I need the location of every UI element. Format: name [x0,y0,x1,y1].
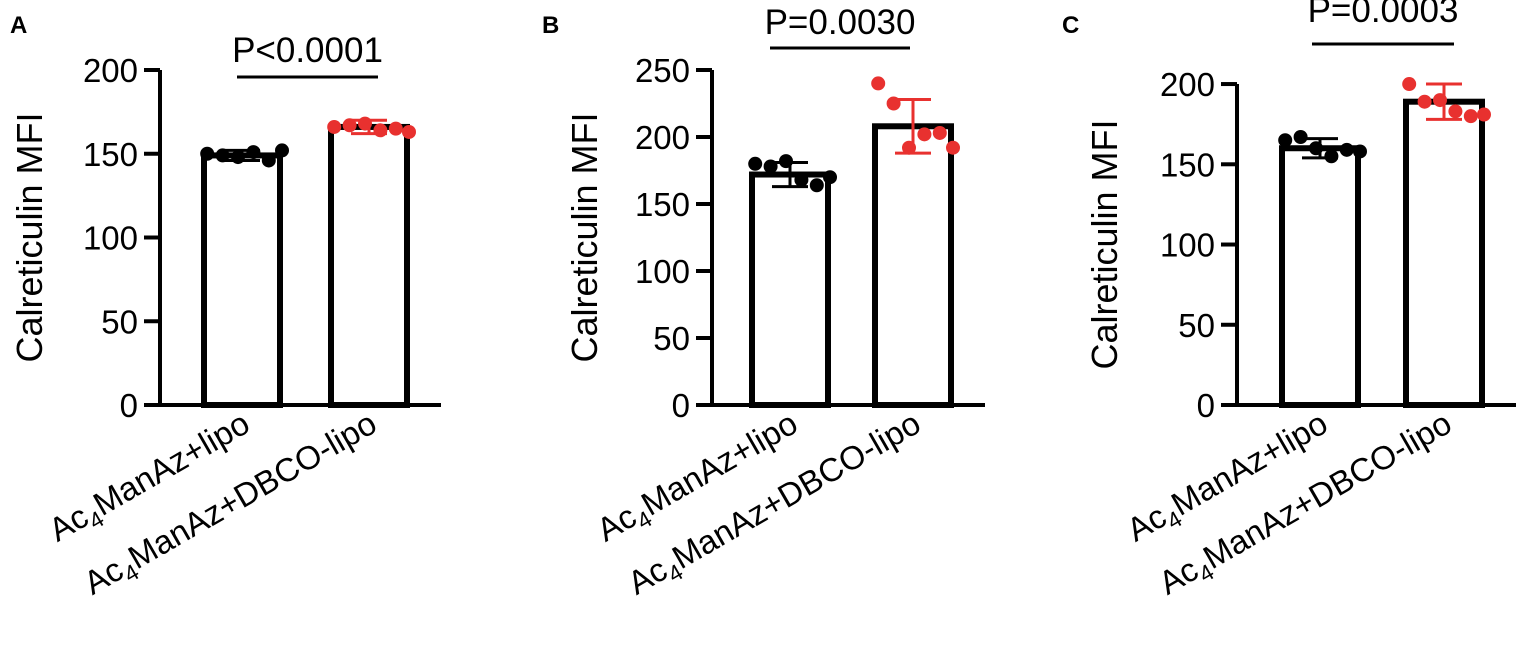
y-tick-label: 100 [1160,227,1215,264]
data-point [1417,94,1432,109]
data-point [327,119,342,134]
data-point [1324,149,1339,164]
data-point [1463,109,1478,124]
panel-letter: A [10,12,27,39]
data-point [1402,77,1417,92]
data-point [809,178,824,193]
y-tick-label: 50 [653,320,690,357]
data-point [763,159,778,174]
y-tick-label: 150 [1160,146,1215,183]
y-axis-label: Calreticulin MFI [9,112,50,362]
p-value-label: P<0.0001 [232,31,383,70]
data-point [261,153,276,168]
data-point [231,150,245,165]
y-axis-label: Calreticulin MFI [564,112,605,362]
data-point [342,118,357,133]
y-tick-label: 150 [635,186,690,223]
y-tick-label: 100 [635,253,690,290]
bar-2 [328,123,410,408]
data-point [1477,107,1491,122]
data-point [200,146,215,161]
data-point [917,127,932,142]
bar-1 [201,152,283,408]
data-point [1353,144,1367,159]
data-point [1309,141,1323,156]
y-tick-label: 150 [83,136,138,173]
y-axis-label: Calreticulin MFI [1084,119,1125,369]
data-point [902,140,916,155]
data-point [794,172,809,187]
data-point [215,148,230,163]
y-tick-label: 200 [1160,66,1215,103]
data-point [932,125,947,140]
panel-letter: B [542,12,559,39]
data-point [886,96,901,111]
data-point [1339,142,1354,157]
data-point [871,76,886,91]
bar-1 [1279,145,1361,408]
y-tick-label: 200 [635,119,690,156]
y-tick-label: 0 [1197,387,1215,424]
data-point [402,124,416,139]
data-point [1278,133,1293,148]
y-tick-label: 0 [672,387,690,424]
bar-1 [749,171,831,408]
p-value-label: P=0.0030 [765,3,916,42]
p-value-label: P=0.0003 [1308,0,1459,30]
data-point [373,123,388,138]
y-tick-label: 50 [101,303,138,340]
data-point [358,116,372,131]
data-point [823,170,837,185]
panel-letter: C [1062,12,1079,39]
y-tick-label: 250 [635,52,690,89]
bar-2 [1403,98,1485,408]
y-tick-label: 0 [120,387,138,424]
data-point [246,145,261,160]
data-point [1433,93,1447,108]
data-point [748,156,763,171]
data-point [779,154,793,169]
data-point [388,121,403,136]
data-point [275,143,289,158]
y-tick-label: 200 [83,52,138,89]
data-point [1448,104,1463,119]
data-point [1293,130,1308,145]
y-tick-label: 100 [83,220,138,257]
bar-2 [872,123,954,408]
data-point [946,140,960,155]
y-tick-label: 50 [1178,307,1215,344]
